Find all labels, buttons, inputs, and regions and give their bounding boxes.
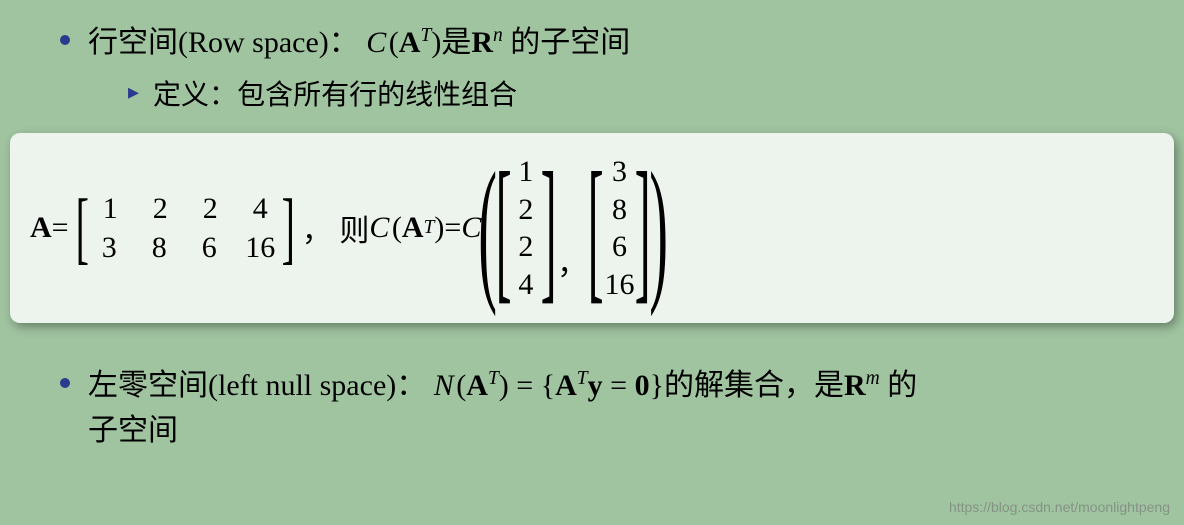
- cell: 4: [512, 266, 540, 304]
- cell: 2: [146, 189, 174, 228]
- ln-N: N: [434, 369, 454, 402]
- ln-R: R: [844, 369, 866, 402]
- bullet-left-null-text: 左零空间(left null space)： N (AT) = {ATy = 0…: [88, 363, 917, 453]
- ln-colon: ：: [396, 369, 426, 402]
- bullet-dot-icon: [60, 35, 70, 45]
- math-R: R: [471, 26, 493, 59]
- ln-y: y: [588, 369, 603, 402]
- cell: 16: [604, 266, 634, 304]
- left-bracket-icon: [: [75, 196, 88, 260]
- math-C: C: [366, 26, 386, 59]
- matrix-A: [ 1 2 2 4 3 8 6 16 ]: [69, 189, 302, 267]
- ln-sub: 的: [880, 369, 918, 402]
- row-space-en: (Row space): [178, 26, 329, 59]
- text-subspace: 的子空间: [503, 26, 631, 59]
- ln-A: A: [466, 369, 488, 402]
- bullet-row-space-text: 行空间(Row space)： C (AT)是Rn 的子空间: [88, 20, 630, 65]
- row-space-cn: 行空间: [88, 26, 178, 59]
- cell: 8: [605, 191, 633, 229]
- cell: 4: [246, 189, 274, 228]
- ln-eq: =: [509, 369, 541, 402]
- row-space-colon: ：: [329, 26, 359, 59]
- math-T: T: [420, 25, 431, 46]
- ln-en: (left null space): [208, 369, 396, 402]
- eq-A: A: [30, 211, 52, 245]
- slide-content: 行空间(Row space)： C (AT)是Rn 的子空间 ▸ 定义：包含所有…: [0, 0, 1184, 113]
- ln-cn: 左零空间: [88, 369, 208, 402]
- eq-C: C: [369, 211, 389, 245]
- cell: 6: [195, 228, 223, 267]
- def-text: 包含所有行的线性组合: [237, 80, 517, 111]
- eq-comma2: ，: [557, 239, 587, 283]
- ln-zero: 0: [635, 369, 650, 402]
- watermark-text: https://blog.csdn.net/moonlightpeng: [949, 499, 1170, 515]
- left-paren-icon: (: [479, 168, 498, 288]
- ln-rbrace: }: [650, 369, 664, 402]
- bullet-row-space: 行空间(Row space)： C (AT)是Rn 的子空间: [60, 20, 1124, 65]
- ln-m: m: [866, 368, 880, 389]
- ln-sol: 的解集合，是: [664, 369, 844, 402]
- eq-comma: ，: [302, 206, 332, 250]
- cell: 6: [605, 228, 633, 266]
- cell: 2: [196, 189, 224, 228]
- right-bracket-icon: ]: [282, 196, 295, 260]
- definition-text: 定义：包含所有行的线性组合: [153, 73, 517, 113]
- equation-box: A = [ 1 2 2 4 3 8 6 16 ] ， 则C (AT: [10, 133, 1174, 323]
- cell: 8: [145, 228, 173, 267]
- ln-A2: A: [555, 369, 577, 402]
- ln-T2: T: [577, 368, 588, 389]
- eq-then: 则: [339, 206, 369, 250]
- text-is: 是: [441, 26, 471, 59]
- sub-definition: ▸ 定义：包含所有行的线性组合: [128, 73, 1124, 113]
- cell: 16: [245, 228, 275, 267]
- bullet-left-null: 左零空间(left null space)： N (AT) = {ATy = 0…: [60, 363, 1124, 453]
- bullet-dot-icon: [60, 378, 70, 388]
- eq-T: T: [424, 217, 435, 239]
- cell: 3: [95, 228, 123, 267]
- cell: 1: [96, 189, 124, 228]
- def-label: 定义：: [153, 80, 237, 111]
- right-paren-icon: ): [649, 168, 668, 288]
- ln-eq2: =: [603, 369, 635, 402]
- ln-lbrace: {: [541, 369, 555, 402]
- math-n: n: [493, 25, 503, 46]
- cell: 3: [605, 153, 633, 191]
- cell: 2: [512, 228, 540, 266]
- ln-T: T: [488, 368, 499, 389]
- eq-equals2: =: [444, 211, 461, 245]
- math-A: A: [399, 26, 421, 59]
- cell: 1: [512, 153, 540, 191]
- triangle-icon: ▸: [128, 79, 139, 105]
- eq-equals: =: [52, 211, 69, 245]
- cell: 2: [512, 191, 540, 229]
- equation-left: A = [ 1 2 2 4 3 8 6 16 ] ， 则C (AT: [30, 153, 665, 303]
- slide-content-2: 左零空间(left null space)： N (AT) = {ATy = 0…: [0, 353, 1184, 453]
- right-bracket-icon: ]: [541, 168, 557, 288]
- left-bracket-icon: [: [495, 168, 511, 288]
- matrix-A-cells: 1 2 2 4 3 8 6 16: [95, 189, 275, 267]
- left-bracket-icon: [: [588, 168, 604, 288]
- ln-sub2: 子空间: [88, 414, 178, 447]
- col-vector-2: [ 3 8 6 16 ]: [587, 153, 652, 303]
- eq-A2: A: [402, 211, 424, 245]
- col-vector-1: [ 1 2 2 4 ]: [495, 153, 558, 303]
